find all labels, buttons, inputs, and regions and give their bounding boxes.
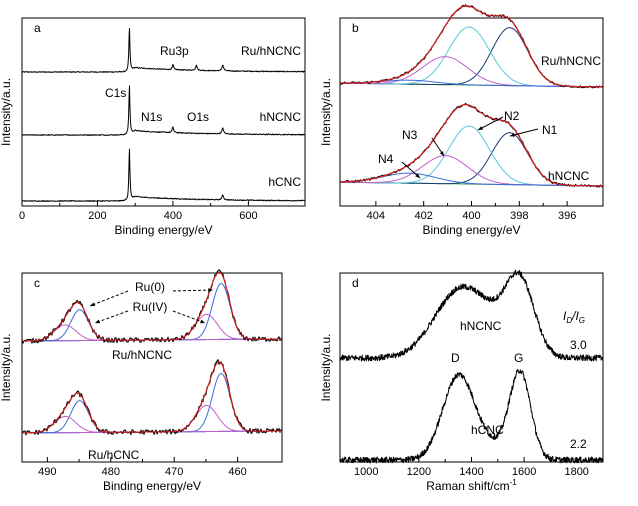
ratio-part: G (579, 316, 585, 325)
x-tick-label: 460 (228, 466, 246, 478)
annotation-arrowhead (415, 173, 420, 178)
o1s-label: O1s (187, 110, 209, 124)
annotation-arrowhead (510, 132, 515, 137)
panel-letter: c (34, 276, 40, 290)
n3-label: N3 (402, 128, 418, 142)
x-tick-label: 398 (510, 210, 528, 222)
fit-envelope-hncnc (340, 103, 603, 187)
n1s-label: N1s (141, 110, 162, 124)
fit-envelope-ruhncnc (22, 271, 283, 342)
panel-c: 490 480 470 460 Binding energy/eV Intensity/a… (0, 269, 283, 493)
series-label-hncnc: hNCNC (548, 169, 590, 183)
raman-spectrum-hncnc (339, 269, 604, 362)
x-tick-label: 402 (415, 210, 433, 222)
annotation-arrowhead (208, 288, 213, 293)
annotation-arrowhead (200, 319, 205, 324)
x-tick-label: 470 (165, 466, 183, 478)
x-axis-label: Binding energy/eV (103, 479, 201, 493)
annotation-arrowhead (439, 151, 444, 156)
ratio-part: I (563, 309, 567, 323)
ru3p-label: Ru3p (160, 44, 189, 58)
series-label-ru-hncnc: Ru/hNCNC (541, 54, 601, 68)
x-axis-label-superscript: -1 (510, 478, 518, 487)
annotation-arrow (509, 128, 539, 137)
n1-label: N1 (542, 123, 558, 137)
fit-envelope-ruhncnc (340, 5, 603, 88)
x-axis-label: Raman shift/cm-1 (426, 478, 517, 493)
y-axis-label: Intensity/a.u. (0, 78, 13, 146)
panel-letter: a (34, 21, 41, 35)
n2-label: N2 (504, 109, 520, 123)
x-tick-label: 404 (367, 210, 385, 222)
annotation-leader (172, 310, 206, 324)
series-label-hcnc: hCNC (268, 175, 301, 189)
annotation-leader (89, 290, 129, 307)
survey-trace-ruhncnc (21, 27, 306, 73)
component-n4-ruhncnc (340, 79, 603, 88)
ru0-label: Ru(0) (135, 280, 165, 294)
panel-letter: d (352, 276, 359, 290)
panel-b: 404 402 400 398 396 Binding energy/eV Intensit… (319, 4, 604, 237)
annotation-leader (172, 289, 214, 292)
component-n4-hncnc (340, 172, 603, 187)
x-tick-label: 400 (462, 210, 480, 222)
n4-label: N4 (378, 152, 394, 166)
raw-data-ruhcnc (21, 359, 283, 436)
ratio-part: D (566, 316, 572, 325)
c1s-label: C1s (105, 86, 126, 100)
plot-frame (21, 272, 283, 463)
panel-d: 1000 1200 1400 1600 1800 Raman shift/cm-1 Inte… (319, 269, 604, 493)
ruiv-label: Ru(IV) (133, 300, 168, 314)
ratio-hncnc: 3.0 (570, 338, 587, 352)
annotation-arrow (477, 116, 504, 131)
series-label-hncnc: hNCNC (260, 110, 302, 124)
annotation-leader (94, 310, 129, 324)
x-tick-label: 1600 (512, 466, 536, 478)
annotation-arrowhead (95, 319, 100, 324)
component-0-ruhcnc (22, 372, 283, 434)
x-tick-label: 400 (164, 210, 182, 222)
x-axis-label: Binding energy/eV (422, 223, 520, 237)
d-band-label: D (451, 351, 460, 365)
series-label-hncnc: hNCNC (460, 319, 502, 333)
series-label-ru-hcnc: Ru/hCNC (88, 448, 140, 462)
plot-frame (21, 17, 306, 207)
x-tick-label: 0 (19, 210, 25, 222)
y-axis-label: Intensity/a.u. (319, 333, 333, 401)
panel-letter: b (352, 21, 359, 35)
annotation-arrowhead (90, 302, 95, 307)
x-tick-label: 1400 (459, 466, 483, 478)
y-axis-label: Intensity/a.u. (0, 333, 13, 401)
x-tick-label: 1800 (564, 466, 588, 478)
ratio-hcnc: 2.2 (570, 437, 587, 451)
ratio-part: /I (571, 309, 579, 323)
x-tick-label: 200 (88, 210, 106, 222)
x-tick-label: 1000 (354, 466, 378, 478)
raw-data-ruhncnc (339, 4, 604, 89)
series-label-hcnc: hCNC (471, 423, 504, 437)
series-label-ru-hncnc: Ru/hNCNC (241, 44, 301, 58)
survey-trace-hncnc (21, 85, 306, 136)
y-axis-label: Intensity/a.u. (319, 78, 333, 146)
x-tick-label: 396 (558, 210, 576, 222)
series-label-ru-hncnc: Ru/hNCNC (112, 348, 172, 362)
x-axis-label: Binding energy/eV (114, 223, 212, 237)
raman-spectrum-hcnc (339, 369, 604, 464)
x-tick-label: 1200 (407, 466, 431, 478)
panel-a: 0 200 400 600 Binding energy/eV Intensity/a.u… (0, 17, 306, 237)
g-band-label: G (514, 351, 523, 365)
x-tick-label: 600 (239, 210, 257, 222)
annotation-arrowhead (478, 126, 483, 130)
x-tick-label: 490 (38, 466, 56, 478)
fit-envelope-ruhcnc (22, 361, 283, 434)
survey-trace-hcnc (21, 148, 306, 202)
x-tick-label: 480 (102, 466, 120, 478)
id-ig-ratio-header: ID/IG (563, 309, 585, 325)
